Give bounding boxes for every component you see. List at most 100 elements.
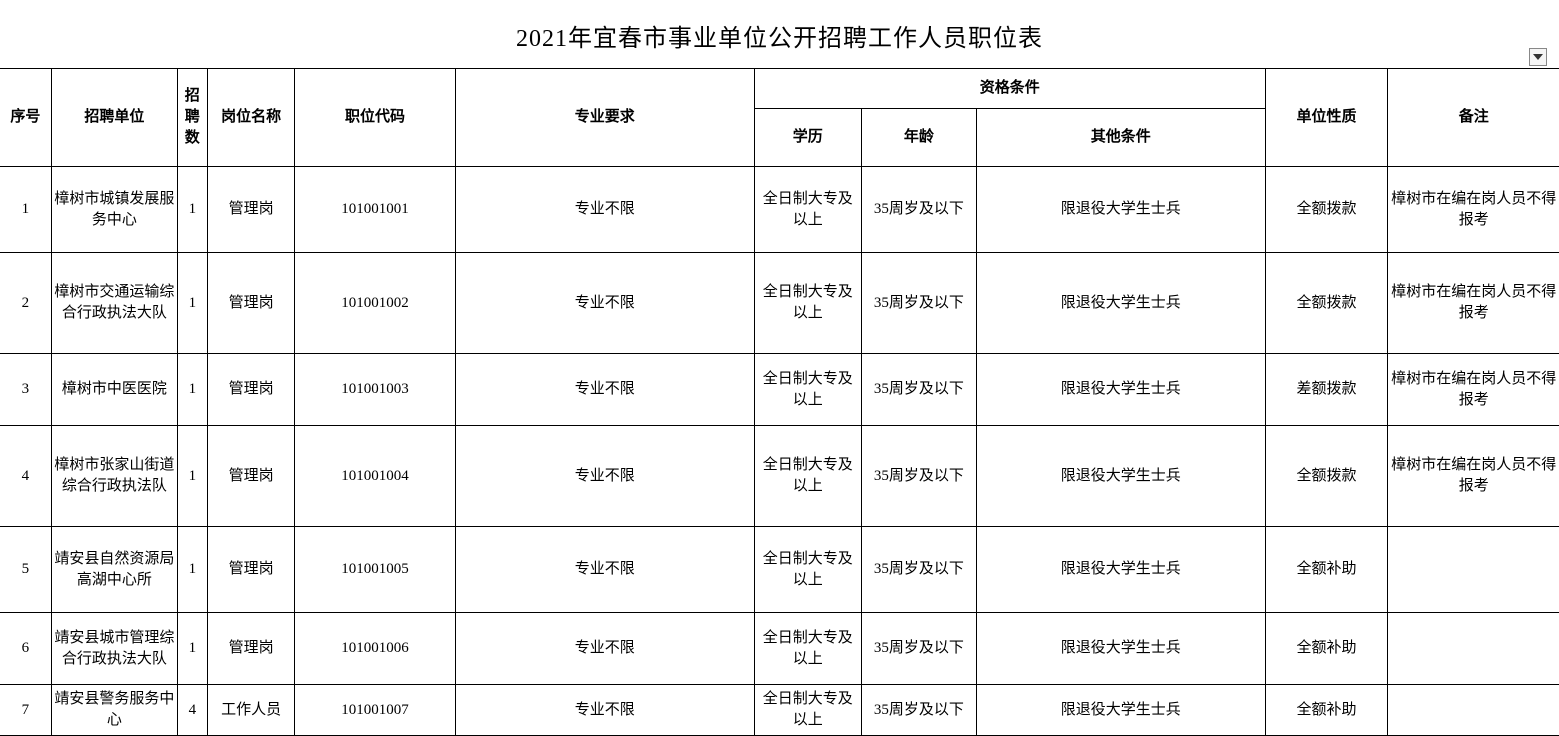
cell-remark: 樟树市在编在岗人员不得报考: [1388, 253, 1559, 354]
th-code: 职位代码: [295, 69, 455, 167]
th-other: 其他条件: [977, 109, 1266, 167]
cell-nature: 全额补助: [1265, 613, 1388, 685]
cell-count: 1: [177, 426, 207, 527]
cell-code: 101001004: [295, 426, 455, 527]
th-edu: 学历: [754, 109, 861, 167]
th-seq: 序号: [0, 69, 51, 167]
cell-other: 限退役大学生士兵: [977, 354, 1266, 426]
cell-remark: 樟树市在编在岗人员不得报考: [1388, 354, 1559, 426]
cell-age: 35周岁及以下: [861, 613, 976, 685]
cell-unit: 樟树市中医医院: [51, 354, 177, 426]
cell-major: 专业不限: [455, 527, 754, 613]
cell-major: 专业不限: [455, 253, 754, 354]
th-nature: 单位性质: [1265, 69, 1388, 167]
cell-other: 限退役大学生士兵: [977, 167, 1266, 253]
cell-age: 35周岁及以下: [861, 253, 976, 354]
cell-post: 管理岗: [207, 354, 295, 426]
table-body: 1樟树市城镇发展服务中心1管理岗101001001专业不限全日制大专及以上35周…: [0, 167, 1559, 736]
cell-nature: 全额补助: [1265, 527, 1388, 613]
cell-unit: 樟树市张家山街道综合行政执法队: [51, 426, 177, 527]
cell-nature: 全额拨款: [1265, 167, 1388, 253]
table-row: 6靖安县城市管理综合行政执法大队1管理岗101001006专业不限全日制大专及以…: [0, 613, 1559, 685]
cell-post: 管理岗: [207, 426, 295, 527]
cell-count: 4: [177, 685, 207, 736]
th-post: 岗位名称: [207, 69, 295, 167]
cell-seq: 7: [0, 685, 51, 736]
cell-nature: 差额拨款: [1265, 354, 1388, 426]
cell-seq: 6: [0, 613, 51, 685]
cell-edu: 全日制大专及以上: [754, 685, 861, 736]
table-row: 4樟树市张家山街道综合行政执法队1管理岗101001004专业不限全日制大专及以…: [0, 426, 1559, 527]
th-qualification: 资格条件: [754, 69, 1265, 109]
cell-code: 101001005: [295, 527, 455, 613]
cell-other: 限退役大学生士兵: [977, 613, 1266, 685]
recruitment-table: 序号 招聘单位 招聘数 岗位名称 职位代码 专业要求 资格条件 单位性质 备注 …: [0, 68, 1559, 736]
th-count: 招聘数: [177, 69, 207, 167]
cell-code: 101001003: [295, 354, 455, 426]
cell-major: 专业不限: [455, 613, 754, 685]
cell-remark: [1388, 685, 1559, 736]
cell-seq: 3: [0, 354, 51, 426]
cell-remark: 樟树市在编在岗人员不得报考: [1388, 167, 1559, 253]
cell-code: 101001002: [295, 253, 455, 354]
cell-code: 101001001: [295, 167, 455, 253]
cell-edu: 全日制大专及以上: [754, 354, 861, 426]
cell-count: 1: [177, 354, 207, 426]
cell-other: 限退役大学生士兵: [977, 527, 1266, 613]
cell-age: 35周岁及以下: [861, 167, 976, 253]
cell-post: 工作人员: [207, 685, 295, 736]
cell-code: 101001006: [295, 613, 455, 685]
cell-age: 35周岁及以下: [861, 426, 976, 527]
table-row: 2樟树市交通运输综合行政执法大队1管理岗101001002专业不限全日制大专及以…: [0, 253, 1559, 354]
cell-seq: 5: [0, 527, 51, 613]
cell-post: 管理岗: [207, 527, 295, 613]
cell-age: 35周岁及以下: [861, 527, 976, 613]
cell-edu: 全日制大专及以上: [754, 527, 861, 613]
cell-seq: 4: [0, 426, 51, 527]
page-title: 2021年宜春市事业单位公开招聘工作人员职位表: [0, 0, 1559, 68]
cell-seq: 2: [0, 253, 51, 354]
cell-other: 限退役大学生士兵: [977, 426, 1266, 527]
th-age: 年龄: [861, 109, 976, 167]
th-remark: 备注: [1388, 69, 1559, 167]
cell-nature: 全额补助: [1265, 685, 1388, 736]
cell-unit: 靖安县自然资源局高湖中心所: [51, 527, 177, 613]
cell-remark: [1388, 527, 1559, 613]
cell-unit: 樟树市城镇发展服务中心: [51, 167, 177, 253]
cell-age: 35周岁及以下: [861, 685, 976, 736]
cell-post: 管理岗: [207, 613, 295, 685]
cell-edu: 全日制大专及以上: [754, 253, 861, 354]
table-row: 7靖安县警务服务中心4工作人员101001007专业不限全日制大专及以上35周岁…: [0, 685, 1559, 736]
cell-age: 35周岁及以下: [861, 354, 976, 426]
cell-major: 专业不限: [455, 685, 754, 736]
cell-count: 1: [177, 167, 207, 253]
filter-dropdown-icon[interactable]: [1529, 48, 1547, 66]
cell-post: 管理岗: [207, 253, 295, 354]
table-row: 5靖安县自然资源局高湖中心所1管理岗101001005专业不限全日制大专及以上3…: [0, 527, 1559, 613]
cell-count: 1: [177, 527, 207, 613]
cell-unit: 樟树市交通运输综合行政执法大队: [51, 253, 177, 354]
cell-major: 专业不限: [455, 354, 754, 426]
cell-nature: 全额拨款: [1265, 253, 1388, 354]
cell-post: 管理岗: [207, 167, 295, 253]
cell-major: 专业不限: [455, 426, 754, 527]
cell-remark: 樟树市在编在岗人员不得报考: [1388, 426, 1559, 527]
table-row: 1樟树市城镇发展服务中心1管理岗101001001专业不限全日制大专及以上35周…: [0, 167, 1559, 253]
cell-nature: 全额拨款: [1265, 426, 1388, 527]
cell-major: 专业不限: [455, 167, 754, 253]
cell-unit: 靖安县警务服务中心: [51, 685, 177, 736]
table-row: 3樟树市中医医院1管理岗101001003专业不限全日制大专及以上35周岁及以下…: [0, 354, 1559, 426]
cell-other: 限退役大学生士兵: [977, 253, 1266, 354]
cell-edu: 全日制大专及以上: [754, 167, 861, 253]
th-major: 专业要求: [455, 69, 754, 167]
cell-edu: 全日制大专及以上: [754, 426, 861, 527]
cell-code: 101001007: [295, 685, 455, 736]
cell-count: 1: [177, 253, 207, 354]
cell-other: 限退役大学生士兵: [977, 685, 1266, 736]
cell-seq: 1: [0, 167, 51, 253]
th-unit: 招聘单位: [51, 69, 177, 167]
cell-count: 1: [177, 613, 207, 685]
cell-unit: 靖安县城市管理综合行政执法大队: [51, 613, 177, 685]
cell-edu: 全日制大专及以上: [754, 613, 861, 685]
cell-remark: [1388, 613, 1559, 685]
